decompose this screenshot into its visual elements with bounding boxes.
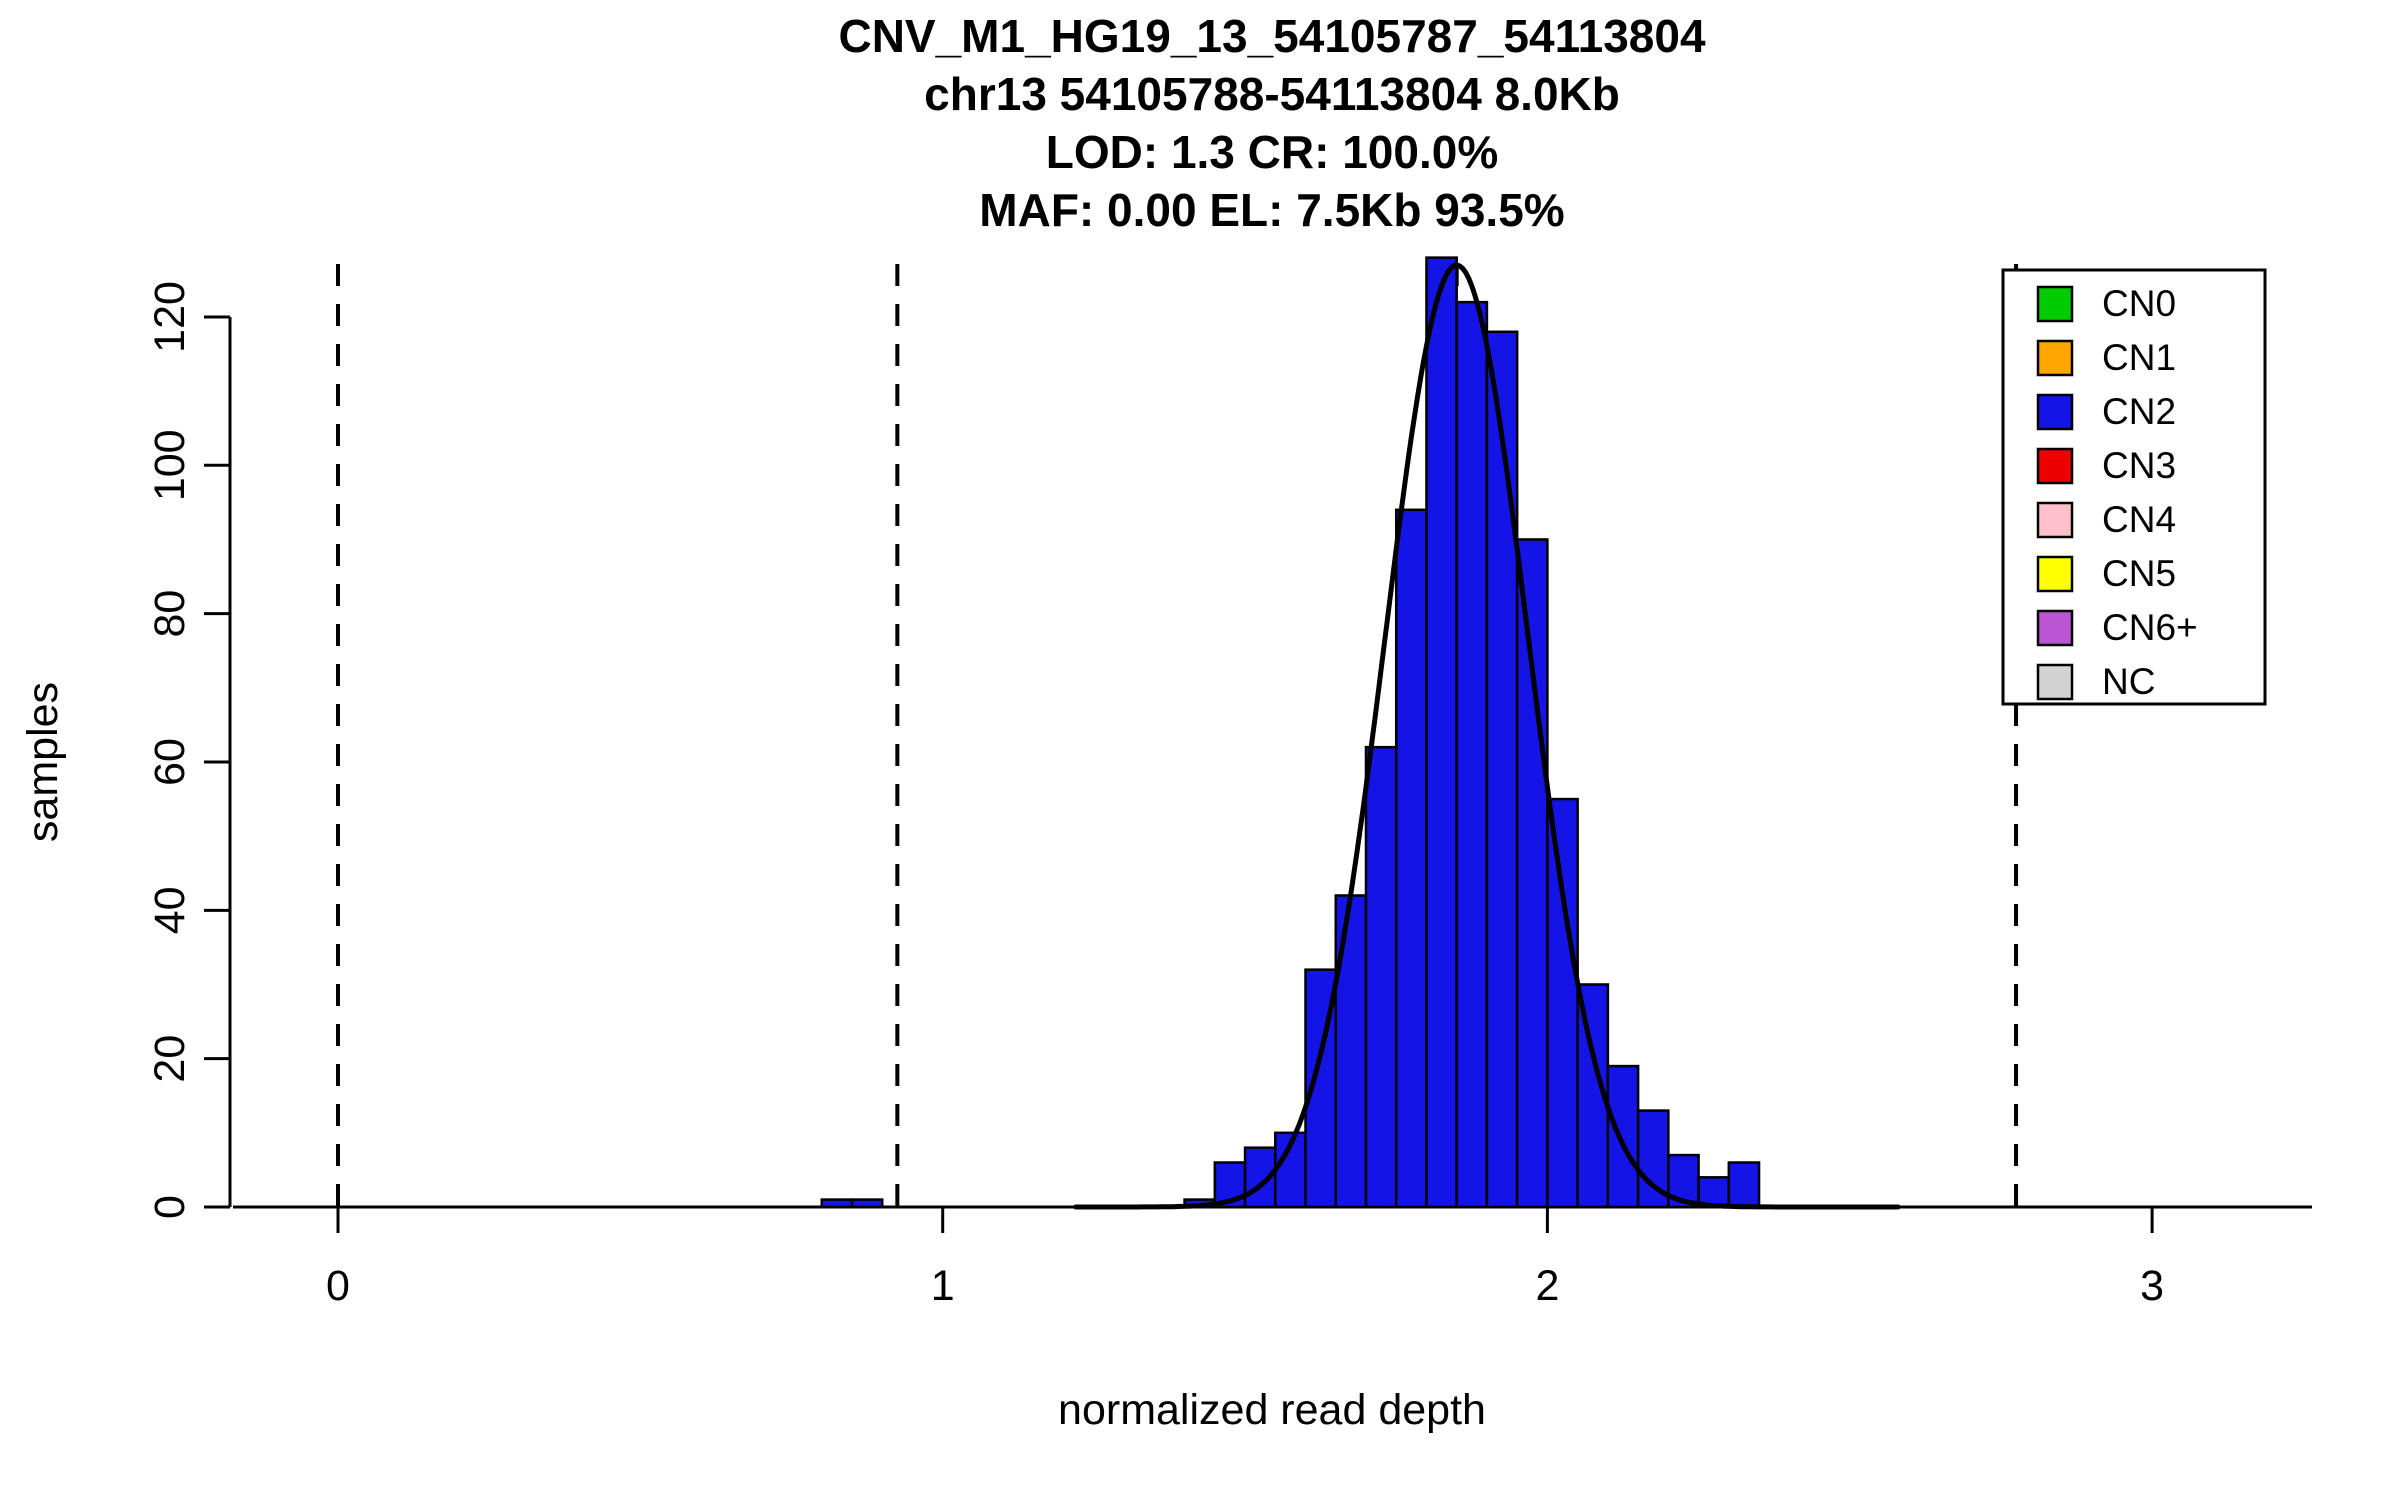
legend-item: NC (2036, 661, 2155, 702)
y-tick-label: 60 (146, 738, 194, 786)
histogram-bar (1425, 256, 1458, 1209)
chart-title-line-2: chr13 54105788-54113804 8.0Kb (924, 68, 1620, 120)
legend-item: CN3 (2036, 445, 2176, 486)
legend-label: NC (2102, 661, 2155, 702)
nc-swatch (2036, 663, 2074, 701)
legend-label: CN4 (2102, 499, 2176, 540)
histogram-bar (1727, 1161, 1761, 1209)
legend-label: CN0 (2102, 283, 2176, 324)
histogram-bar (850, 1198, 884, 1209)
cn2-swatch (2036, 393, 2074, 431)
cn3-swatch (2036, 447, 2074, 485)
legend-label: CN2 (2102, 391, 2176, 432)
y-tick-label: 80 (146, 590, 194, 638)
x-tick-label: 2 (1535, 1262, 1559, 1310)
chart-title-line-4: MAF: 0.00 EL: 7.5Kb 93.5% (979, 184, 1564, 236)
legend-item: CN5 (2036, 553, 2176, 594)
histogram-bar (1394, 508, 1428, 1209)
cn4-swatch (2036, 501, 2074, 539)
legend-label: CN1 (2102, 337, 2176, 378)
cn5-swatch (2036, 555, 2074, 593)
density-curve (1073, 262, 1901, 1210)
legend-label: CN6+ (2102, 607, 2198, 648)
cn1-swatch (2036, 339, 2074, 377)
y-axis-label: samples (19, 682, 67, 842)
histogram-bar (1364, 745, 1398, 1209)
x-axis-label: normalized read depth (1058, 1386, 1486, 1434)
legend: CN0 CN1 CN2 CN3 CN4 CN5 CN6+ NC (2001, 268, 2267, 706)
x-tick-label: 3 (2140, 1262, 2164, 1310)
cn6plus-swatch (2036, 609, 2074, 647)
legend-item: CN0 (2036, 283, 2176, 324)
legend-item: CN2 (2036, 391, 2176, 432)
histogram-bar (1667, 1153, 1700, 1209)
cn0-swatch (2036, 285, 2074, 323)
histogram-bar (1334, 894, 1368, 1209)
histogram-bar (1546, 797, 1579, 1209)
histogram-bar (1697, 1176, 1731, 1209)
x-tick-label: 0 (326, 1262, 350, 1310)
legend-label: CN5 (2102, 553, 2176, 594)
chart-title-line-3: LOD: 1.3 CR: 100.0% (1046, 126, 1498, 178)
plot-area: 0 1 2 3 0 20 40 60 80 100 120 (146, 256, 2312, 1310)
legend-item: CN6+ (2036, 607, 2198, 648)
legend-label: CN3 (2102, 445, 2176, 486)
legend-item: CN1 (2036, 337, 2176, 378)
histogram-bar (1485, 330, 1519, 1209)
legend-item: CN4 (2036, 499, 2176, 540)
y-tick-label: 40 (146, 886, 194, 934)
histogram-bar (1515, 538, 1549, 1209)
y-tick-label: 100 (146, 429, 194, 501)
histogram-bar (1455, 300, 1489, 1209)
x-tick-label: 1 (931, 1262, 955, 1310)
y-tick-label: 20 (146, 1035, 194, 1083)
y-tick-label: 0 (146, 1195, 194, 1219)
chart-title-line-1: CNV_M1_HG19_13_54105787_54113804 (838, 10, 1705, 62)
histogram-bar (820, 1198, 854, 1209)
y-tick-label: 120 (146, 281, 194, 353)
histogram-bar (1606, 1064, 1640, 1209)
